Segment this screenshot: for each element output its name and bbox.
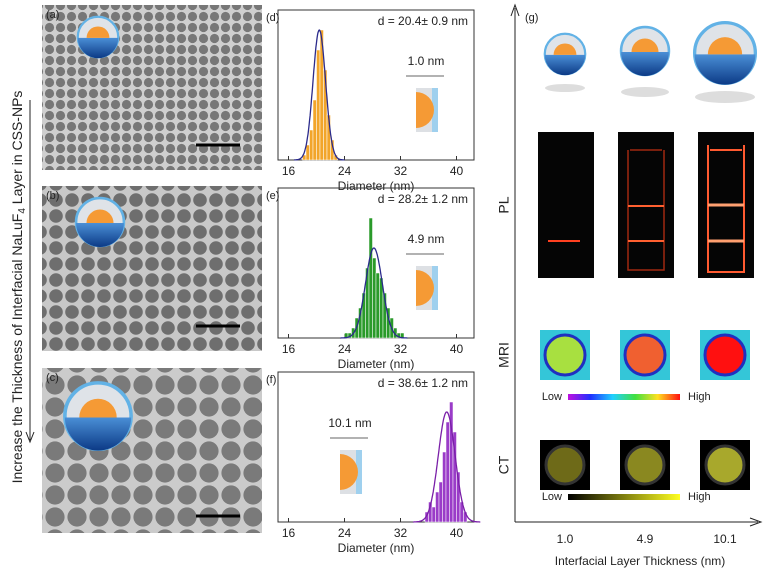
inset-label: 1.0 nm <box>408 54 445 68</box>
plot-frame <box>277 371 475 523</box>
bar <box>375 272 380 339</box>
pl-glow <box>627 149 665 271</box>
row-label: PL <box>496 196 512 213</box>
shadow <box>621 87 669 97</box>
mri-signal <box>623 333 667 377</box>
annotation: d = 38.6± 1.2 nm <box>378 376 468 390</box>
ct-signal <box>704 444 746 486</box>
tem-images: Increase the Thickness of Interfacial Na… <box>9 5 262 533</box>
x-tick-label: 4.9 <box>637 532 654 546</box>
sphere-icon <box>619 25 671 77</box>
shadow <box>695 91 755 103</box>
x-axis-title: Diameter (nm) <box>338 541 415 555</box>
colorbar-label: High <box>688 491 711 503</box>
bar <box>312 99 317 161</box>
side-label-text: Increase the Thickness of Interfacial Na… <box>9 214 25 484</box>
shadow <box>545 84 585 92</box>
x-tick-label: 1.0 <box>557 532 574 546</box>
colorbar-label: Low <box>542 391 562 403</box>
bar <box>309 129 314 161</box>
panel-label: (c) <box>46 372 59 384</box>
mri-signal <box>703 333 747 377</box>
x-tick-label: 24 <box>338 342 352 356</box>
sphere-icon <box>692 20 758 86</box>
x-tick-label: 10.1 <box>713 532 737 546</box>
x-tick-label: 40 <box>450 526 464 540</box>
panel-label: (d) <box>266 12 279 24</box>
x-tick-label: 40 <box>450 164 464 178</box>
panel-g: (g) PL MRI CT Low High Low High 1.0 4.9 … <box>496 3 763 568</box>
inset-core <box>416 92 434 128</box>
fit-curve <box>340 247 408 339</box>
bar <box>438 481 443 523</box>
side-label-sub: 4 <box>17 208 28 214</box>
colorbar-label: Low <box>542 491 562 503</box>
x-tick-label: 16 <box>282 526 296 540</box>
x-tick-label: 24 <box>338 526 352 540</box>
panel-label: (g) <box>525 12 538 24</box>
side-label-text: Layer in CSS-NPs <box>9 91 25 208</box>
panel-label: (f) <box>266 374 276 386</box>
arrow-head <box>510 3 520 17</box>
side-label: Increase the Thickness of Interfacial Na… <box>9 91 28 484</box>
bar <box>372 257 377 339</box>
ct-signal <box>544 444 586 486</box>
mri-signal <box>543 333 587 377</box>
inset-core <box>416 270 434 306</box>
ct-signal <box>624 444 666 486</box>
x-tick-label: 16 <box>282 342 296 356</box>
bar <box>442 451 447 523</box>
x-tick-label: 32 <box>394 164 408 178</box>
plot-frame <box>277 9 475 161</box>
fit-curve <box>413 411 481 523</box>
annotation: d = 28.2± 1.2 nm <box>378 192 468 206</box>
bar <box>445 421 450 523</box>
x-axis-title: Diameter (nm) <box>338 179 415 193</box>
fit-curve <box>293 29 345 161</box>
sphere-icon <box>76 15 120 59</box>
panel-label: (b) <box>46 190 59 202</box>
sphere-icon <box>543 32 587 76</box>
sphere-icon <box>74 196 126 248</box>
x-axis-title: Diameter (nm) <box>338 357 415 371</box>
bar <box>316 49 321 161</box>
inset-core <box>340 454 358 490</box>
row-label: MRI <box>496 342 512 368</box>
x-tick-label: 40 <box>450 342 464 356</box>
pl-image <box>538 132 594 278</box>
x-tick-label: 16 <box>282 164 296 178</box>
colorbar <box>568 394 680 400</box>
x-tick-label: 32 <box>394 526 408 540</box>
arrow-head <box>749 517 763 527</box>
inset-label: 4.9 nm <box>408 232 445 246</box>
bar <box>435 491 440 523</box>
pl-glow <box>707 145 745 273</box>
x-axis-title: Interfacial Layer Thickness (nm) <box>555 554 726 568</box>
x-tick-label: 24 <box>338 164 352 178</box>
panel-label: (a) <box>46 9 59 21</box>
row-label: CT <box>496 455 512 474</box>
sphere-icon <box>63 381 133 452</box>
inset-label: 10.1 nm <box>328 416 371 430</box>
colorbar-label: High <box>688 391 711 403</box>
colorbar <box>568 494 680 500</box>
bar <box>305 144 310 161</box>
bar <box>431 506 436 523</box>
x-tick-label: 32 <box>394 342 408 356</box>
panel-label: (e) <box>266 190 279 202</box>
bar <box>368 217 373 339</box>
bar <box>456 471 461 523</box>
arrow-head <box>25 431 35 444</box>
annotation: d = 20.4± 0.9 nm <box>378 14 468 28</box>
